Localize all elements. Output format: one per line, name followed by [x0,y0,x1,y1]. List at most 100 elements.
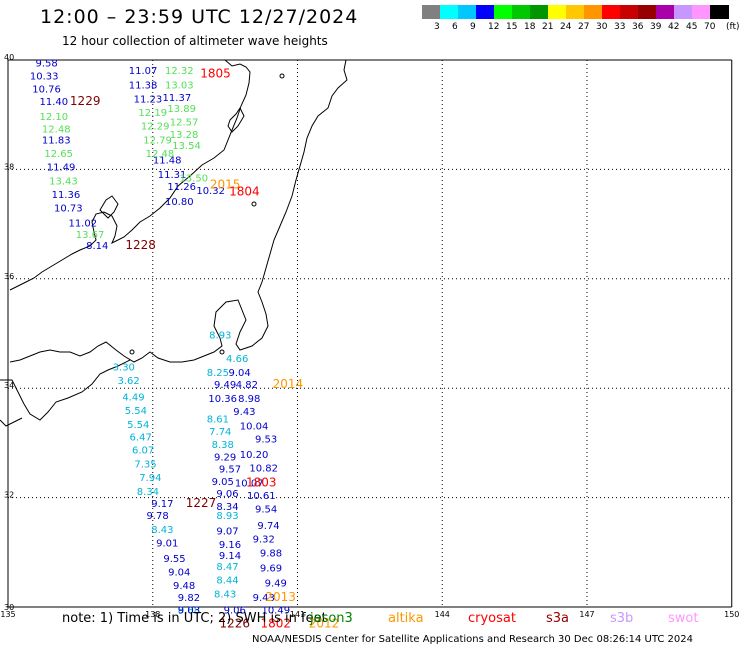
scale-swatch [674,5,693,19]
wave-height-value: 8.38 [212,440,234,451]
pass-time-label: 1227 [186,496,217,510]
wave-height-value: 9.06 [224,606,246,617]
wave-height-value: 11.07 [129,66,158,77]
scale-label: 12 [488,22,500,32]
wave-height-value: 11.36 [52,190,81,201]
latitude-label: 36 [4,272,14,281]
satellite-legend-swot: swot [668,611,699,626]
wave-height-value: 8.88 [178,606,200,617]
wave-height-value: 10.20 [240,450,269,461]
coastline-island [129,349,135,355]
pass-time-label: 2015 [210,178,241,192]
wave-height-color-scale: 3 6 9 12 15 18 21 24 27 30 33 36 39 42 45 70 (ft) [422,5,740,35]
wave-height-value: 11.23 [134,94,163,105]
satellite-legend-cryosat: cryosat [468,611,516,626]
scale-swatch [530,5,549,19]
scale-label: 45 [686,22,698,32]
wave-height-value: 4.49 [122,392,144,403]
wave-height-value: 9.03 [178,606,200,617]
wave-height-value: 9.43 [253,593,275,604]
coastline-sado [227,107,245,133]
scale-swatch [620,5,639,19]
wave-height-value: 12.65 [44,149,73,160]
wave-height-value: 7.35 [134,460,156,471]
scale-swatch [422,5,441,19]
wave-height-value: 13.67 [76,230,105,241]
wave-height-value: 9.78 [146,511,168,522]
wave-height-value: 9.53 [255,435,277,446]
footer-credit: NOAA/NESDIS Center for Satellite Applica… [252,634,694,645]
scale-label: 3 [434,22,440,32]
wave-height-value: 9.14 [219,551,241,562]
wave-height-value: 11.40 [40,97,69,108]
wave-height-value: 9.54 [255,505,277,516]
pass-time-label: 2014 [273,377,304,391]
wave-height-value: 5.54 [125,406,147,417]
scale-label: (ft) [726,22,740,32]
wave-height-value: 13.89 [167,104,196,115]
wave-height-value: 11.38 [129,81,158,92]
wave-height-value: 9.43 [233,407,255,418]
scale-swatch [440,5,459,19]
wave-height-value: 8.93 [216,511,238,522]
pass-time-label: 1804 [229,184,260,198]
wave-height-value: 8.43 [151,525,173,536]
pass-time-label: 2012 [309,616,340,630]
latitude-label: 32 [4,491,14,500]
longitude-label: 150 [724,610,739,619]
wave-height-value: 4.82 [236,380,258,391]
coastline-island [251,201,257,207]
wave-height-value: 8.34 [216,502,238,513]
wave-height-value: 11.02 [68,218,97,229]
pass-time-label: 2013 [265,590,296,604]
wave-height-value: 7.74 [209,427,231,438]
wave-height-value: 9.49 [214,380,236,391]
wave-height-value: 11.48 [153,156,182,167]
wave-height-value: 4.66 [226,354,248,365]
pass-time-label: 1803 [246,475,277,489]
wave-height-value: 10.73 [54,204,83,215]
scale-swatch [710,5,729,19]
wave-height-value: 8.93 [209,331,231,342]
scale-label: 70 [704,22,716,32]
footer-note: note: 1) Time is in UTC; 2) SWH is in fe… [62,611,327,626]
wave-height-value: 10.36 [208,394,237,405]
scale-label: 6 [452,22,458,32]
coastline-island [279,73,285,79]
map-subtitle: 12 hour collection of altimeter wave hei… [62,34,328,48]
wave-height-value: 12.79 [143,135,172,146]
wave-height-value: 8.34 [137,487,159,498]
wave-height-value: 8.61 [207,414,229,425]
wave-height-value: 13.54 [172,141,201,152]
scale-label: 36 [632,22,644,32]
wave-height-value: 13.28 [170,130,199,141]
pass-time-label: 1802 [261,616,292,630]
satellite-legend-s3a: s3a [546,611,570,626]
wave-height-value: 13.50 [179,174,208,185]
wave-height-value: 9.88 [260,548,282,559]
wave-height-value: 9.69 [260,564,282,575]
wave-height-value: 10.32 [196,186,225,197]
wave-height-value: 9.16 [219,540,241,551]
coastline-island [219,349,225,355]
pass-time-label: 1228 [125,238,156,252]
scale-swatch [584,5,603,19]
wave-height-value: 9.57 [219,465,241,476]
wave-height-value: 8.98 [238,394,260,405]
coastline-shikoku-inner [0,417,23,427]
wave-height-value: 9.49 [265,578,287,589]
wave-height-value: 9.55 [163,554,185,565]
wave-height-value: 8.25 [207,368,229,379]
wave-height-value: 9.17 [151,499,173,510]
pass-time-label: 1805 [200,67,231,81]
wave-height-value: 3.30 [113,362,135,373]
wave-height-value: 10.76 [32,84,61,95]
coastline-honshu [9,59,251,291]
wave-height-value: 7.94 [139,473,161,484]
wave-height-value: 11.26 [167,182,196,193]
map-title: 12:00 – 23:59 UTC 12/27/2024 [40,6,359,28]
wave-height-value: 6.47 [130,432,152,443]
